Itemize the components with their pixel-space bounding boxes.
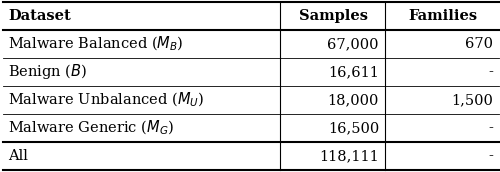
Text: 118,111: 118,111 [320,149,379,163]
Text: Malware Unbalanced ($M_U$): Malware Unbalanced ($M_U$) [8,91,205,109]
Text: -: - [488,121,493,135]
Text: Malware Generic ($M_G$): Malware Generic ($M_G$) [8,119,174,137]
Text: Families: Families [408,9,478,23]
Text: Dataset: Dataset [8,9,72,23]
Text: -: - [488,149,493,163]
Text: 670: 670 [465,37,493,51]
Text: Benign ($B$): Benign ($B$) [8,62,88,82]
Text: 18,000: 18,000 [328,93,379,107]
Text: Malware Balanced ($M_B$): Malware Balanced ($M_B$) [8,35,184,53]
Text: Samples: Samples [299,9,368,23]
Text: All: All [8,149,28,163]
Text: 16,611: 16,611 [328,65,379,79]
Text: 67,000: 67,000 [328,37,379,51]
Text: 1,500: 1,500 [451,93,493,107]
Text: 16,500: 16,500 [328,121,379,135]
Text: -: - [488,65,493,79]
